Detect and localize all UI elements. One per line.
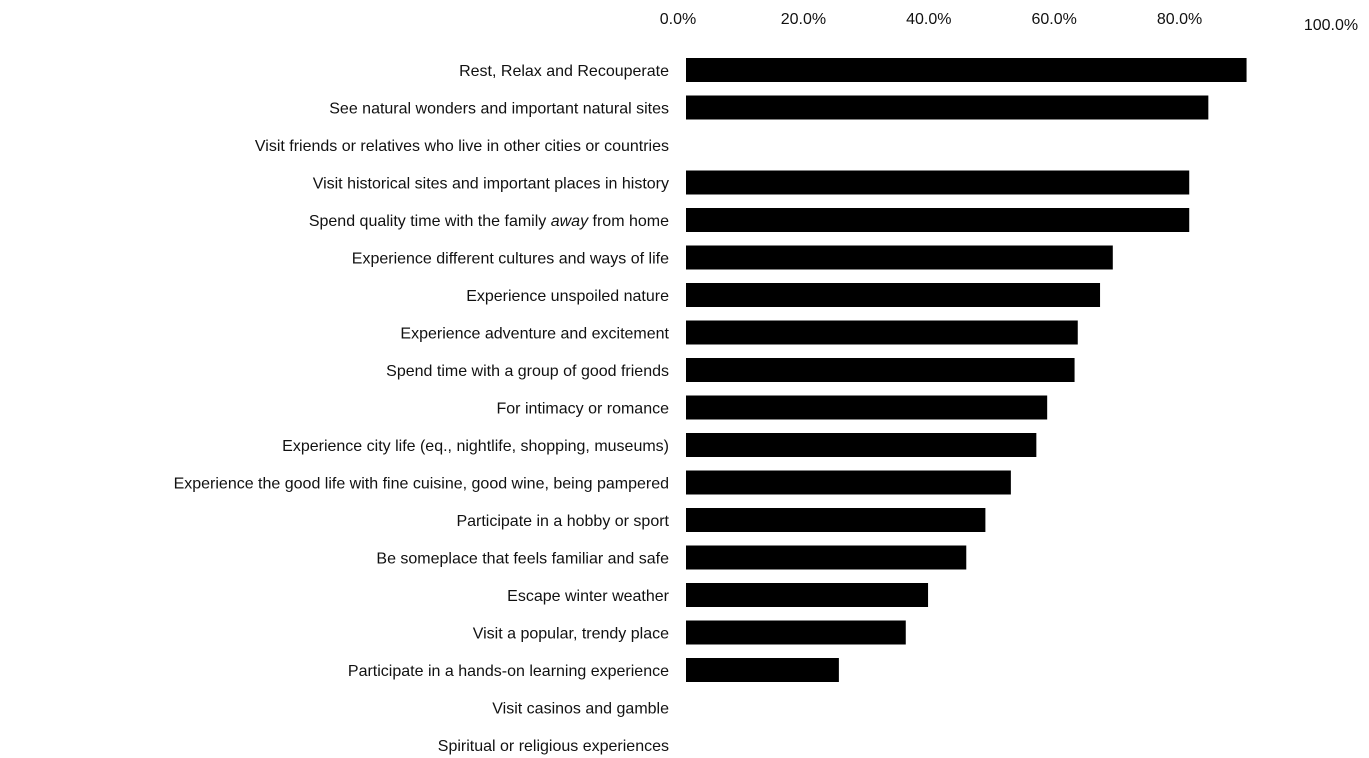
x-tick-label: 20.0% <box>781 11 826 28</box>
bar <box>686 583 929 607</box>
category-label: Experience unspoiled nature <box>466 288 669 305</box>
bar <box>686 208 1190 232</box>
x-axis-ticks: 0.0% 20.0% 40.0% 60.0% 80.0% 100.0% <box>660 11 1358 34</box>
category-label: Experience city life (eq., nightlife, sh… <box>282 438 669 455</box>
category-label: Experience different cultures and ways o… <box>352 251 669 268</box>
x-tick-label: 40.0% <box>906 11 951 28</box>
bar <box>686 395 1048 420</box>
category-label: Experience adventure and excitement <box>400 326 669 343</box>
category-label: Experience the good life with fine cuisi… <box>174 476 669 493</box>
category-label: Escape winter weather <box>507 588 670 605</box>
bar <box>686 170 1190 195</box>
x-tick-label: 60.0% <box>1032 11 1077 28</box>
category-label: Visit historical sites and important pla… <box>313 176 669 193</box>
category-label: Be someplace that feels familiar and saf… <box>376 551 669 568</box>
category-label: Visit casinos and gamble <box>492 701 669 718</box>
category-label: Participate in a hands-on learning exper… <box>348 663 669 680</box>
bar <box>686 58 1247 82</box>
bars <box>686 58 1247 682</box>
bar <box>686 283 1101 307</box>
x-tick-label: 0.0% <box>660 11 696 28</box>
bar <box>686 433 1037 457</box>
bar <box>686 658 839 682</box>
bar <box>686 545 967 570</box>
bar <box>686 358 1075 382</box>
x-tick-label: 100.0% <box>1304 17 1358 34</box>
bar <box>686 245 1113 270</box>
category-label: Participate in a hobby or sport <box>456 513 669 530</box>
bar <box>686 320 1078 345</box>
category-label: Rest, Relax and Recouperate <box>459 63 669 80</box>
category-label: Visit a popular, trendy place <box>473 626 669 643</box>
bar <box>686 508 986 532</box>
category-label: Spend quality time with the family away … <box>309 213 669 230</box>
bar <box>686 470 1011 495</box>
bar <box>686 620 906 645</box>
category-label: Visit friends or relatives who live in o… <box>255 138 669 155</box>
x-tick-label: 80.0% <box>1157 11 1202 28</box>
category-label: Spiritual or religious experiences <box>438 738 669 755</box>
bar <box>686 95 1209 120</box>
category-label: Spend time with a group of good friends <box>386 363 669 380</box>
category-label: See natural wonders and important natura… <box>329 101 669 118</box>
category-label: For intimacy or romance <box>497 401 670 418</box>
category-labels: Rest, Relax and Recouperate See natural w… <box>174 63 670 755</box>
